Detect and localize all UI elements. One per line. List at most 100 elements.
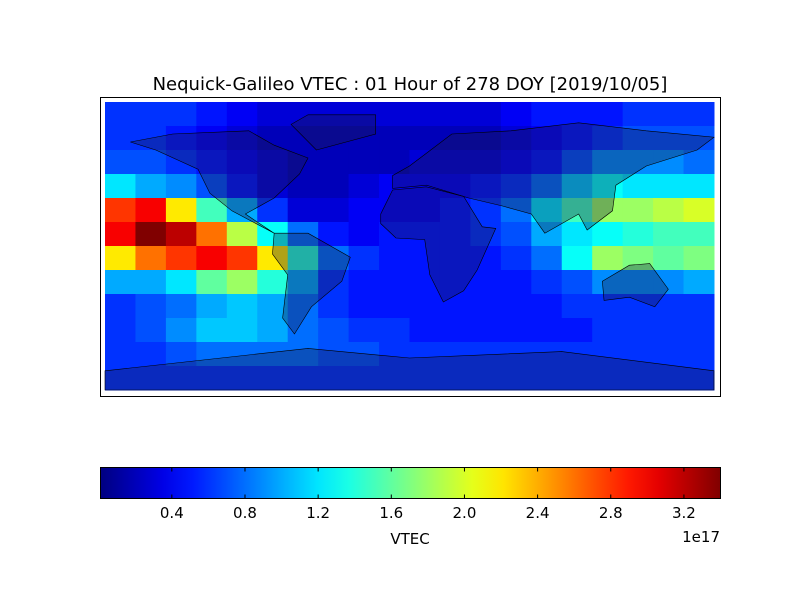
- heat-cell: [348, 342, 380, 367]
- heat-cell: [196, 198, 228, 223]
- heat-cell: [683, 174, 715, 199]
- heat-cell: [439, 318, 471, 343]
- heat-cell: [683, 222, 715, 247]
- heat-cell: [500, 198, 532, 223]
- heat-cell: [653, 222, 685, 247]
- heat-cell: [561, 294, 593, 319]
- map-frame: [100, 97, 721, 397]
- heat-cell: [683, 294, 715, 319]
- heat-cell: [226, 126, 258, 151]
- heat-cell: [379, 198, 410, 223]
- heat-cell: [653, 270, 685, 295]
- heat-cell: [653, 318, 685, 343]
- heat-cell: [379, 150, 410, 175]
- heat-cell: [409, 270, 441, 295]
- colorbar-tick-label: 2.0: [453, 504, 477, 522]
- heat-cell: [135, 294, 167, 319]
- heat-cell: [226, 294, 258, 319]
- heat-cell: [531, 102, 563, 127]
- heat-cell: [622, 222, 654, 247]
- heat-cell: [470, 294, 502, 319]
- heat-cell: [531, 366, 563, 391]
- heat-cell: [531, 294, 563, 319]
- heat-cell: [561, 222, 593, 247]
- heat-cell: [196, 342, 228, 367]
- heat-cell: [409, 102, 441, 127]
- heat-cell: [592, 342, 624, 367]
- heat-cell: [683, 270, 715, 295]
- heat-cell: [287, 246, 319, 271]
- heat-cell: [165, 246, 197, 271]
- heat-cell: [105, 270, 136, 295]
- heat-cell: [287, 222, 319, 247]
- heat-cell: [653, 246, 685, 271]
- heat-cell: [135, 150, 167, 175]
- heat-cell: [135, 342, 167, 367]
- heat-cell: [196, 366, 228, 391]
- heat-cell: [196, 150, 228, 175]
- heat-cell: [257, 102, 289, 127]
- heat-cell: [287, 270, 319, 295]
- colorbar-tick-label: 1.2: [306, 504, 330, 522]
- heat-cell: [653, 342, 685, 367]
- colorbar-tick-label: 0.8: [233, 504, 257, 522]
- heat-cell: [592, 126, 624, 151]
- heat-cell: [561, 102, 593, 127]
- heat-cell: [165, 198, 197, 223]
- heat-cell: [561, 342, 593, 367]
- heat-cell: [439, 126, 471, 151]
- heat-cell: [653, 294, 685, 319]
- heat-cell: [561, 174, 593, 199]
- heat-cell: [561, 318, 593, 343]
- heat-cell: [226, 270, 258, 295]
- heat-cell: [409, 198, 441, 223]
- heat-cell: [105, 102, 136, 127]
- heat-cell: [683, 198, 715, 223]
- heat-cell: [592, 318, 624, 343]
- heat-cell: [439, 270, 471, 295]
- heat-cell: [683, 318, 715, 343]
- heat-cell: [592, 102, 624, 127]
- heat-cell: [683, 246, 715, 271]
- heat-cell: [439, 294, 471, 319]
- heat-cell: [348, 174, 380, 199]
- heat-cell: [318, 174, 350, 199]
- heat-cell: [500, 150, 532, 175]
- heat-cell: [165, 270, 197, 295]
- heat-cell: [531, 126, 563, 151]
- heat-cell: [105, 246, 136, 271]
- landmass: [602, 263, 669, 308]
- heat-cell: [318, 126, 350, 151]
- heat-cell: [165, 150, 197, 175]
- heat-cell: [287, 342, 319, 367]
- heat-cell: [105, 318, 136, 343]
- heat-cell: [470, 174, 502, 199]
- heat-cell: [470, 150, 502, 175]
- heat-cell: [348, 246, 380, 271]
- heat-cell: [105, 342, 136, 367]
- heat-cell: [439, 102, 471, 127]
- heat-cell: [135, 366, 167, 391]
- landmass: [130, 130, 309, 234]
- heat-cell: [165, 126, 197, 151]
- heat-cell: [470, 366, 502, 391]
- heat-cell: [379, 342, 410, 367]
- heat-cell: [226, 102, 258, 127]
- colorbar: [100, 467, 721, 499]
- heat-cell: [500, 222, 532, 247]
- colorbar-tick-label: 1.6: [379, 504, 403, 522]
- heat-cell: [348, 126, 380, 151]
- heat-cell: [348, 102, 380, 127]
- heat-cell: [318, 102, 350, 127]
- heat-cell: [257, 198, 289, 223]
- heat-cell: [257, 150, 289, 175]
- heat-cell: [409, 318, 441, 343]
- heat-cell: [348, 270, 380, 295]
- heat-cell: [226, 150, 258, 175]
- heat-cell: [379, 102, 410, 127]
- heat-cell: [592, 174, 624, 199]
- colorbar-offset: 1e17: [682, 528, 720, 546]
- heat-cell: [135, 246, 167, 271]
- heat-cell: [683, 150, 715, 175]
